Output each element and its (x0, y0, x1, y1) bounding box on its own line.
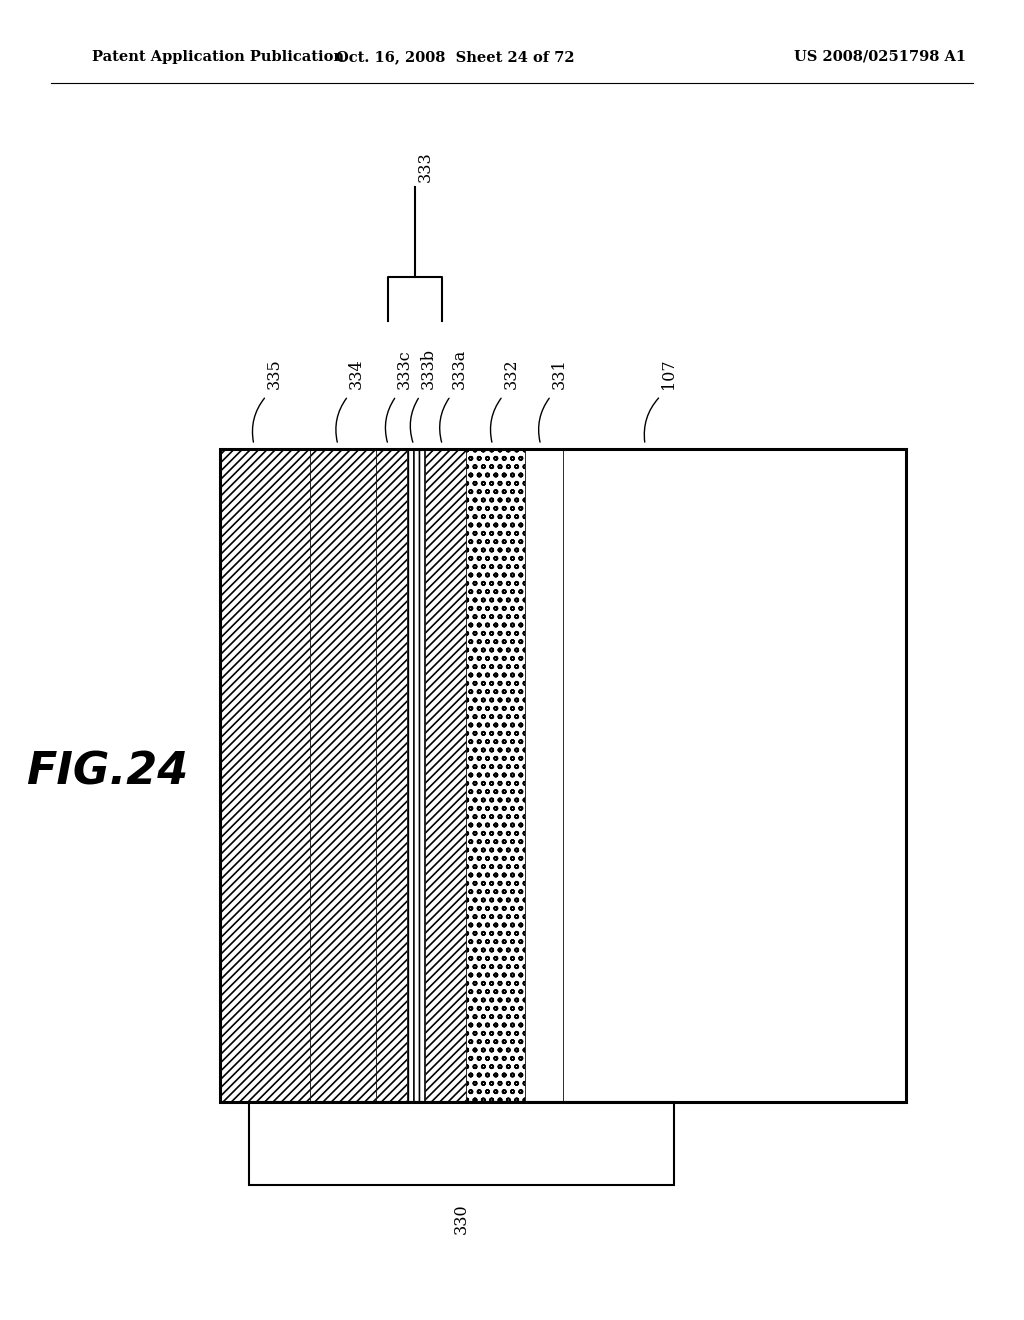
Bar (249, 1102, 674, 1185)
Text: Patent Application Publication: Patent Application Publication (92, 50, 344, 63)
Text: 332: 332 (503, 359, 519, 389)
Bar (376, 449, 407, 1102)
FancyArrowPatch shape (490, 399, 501, 442)
Bar (425, 449, 466, 1102)
FancyArrowPatch shape (644, 399, 658, 442)
Text: 333: 333 (417, 152, 434, 182)
Text: 333b: 333b (420, 348, 436, 389)
Bar (220, 449, 310, 1102)
FancyArrowPatch shape (253, 399, 264, 442)
Text: 330: 330 (453, 1204, 470, 1234)
FancyArrowPatch shape (539, 399, 549, 442)
Bar (466, 449, 525, 1102)
Bar (563, 449, 906, 1102)
FancyArrowPatch shape (336, 399, 346, 442)
Bar (310, 449, 376, 1102)
Text: Oct. 16, 2008  Sheet 24 of 72: Oct. 16, 2008 Sheet 24 of 72 (336, 50, 575, 63)
Text: 107: 107 (660, 359, 677, 389)
Text: 333c: 333c (396, 350, 413, 389)
Text: 334: 334 (348, 359, 365, 389)
FancyArrowPatch shape (411, 399, 419, 442)
Bar (525, 449, 563, 1102)
Text: 331: 331 (551, 359, 567, 389)
Bar (407, 449, 425, 1102)
FancyArrowPatch shape (439, 399, 449, 442)
FancyArrowPatch shape (385, 399, 394, 442)
Bar (220, 449, 906, 1102)
Text: 335: 335 (266, 359, 283, 389)
Text: FIG.24: FIG.24 (27, 751, 188, 793)
Text: 333a: 333a (451, 350, 467, 389)
Text: US 2008/0251798 A1: US 2008/0251798 A1 (794, 50, 966, 63)
